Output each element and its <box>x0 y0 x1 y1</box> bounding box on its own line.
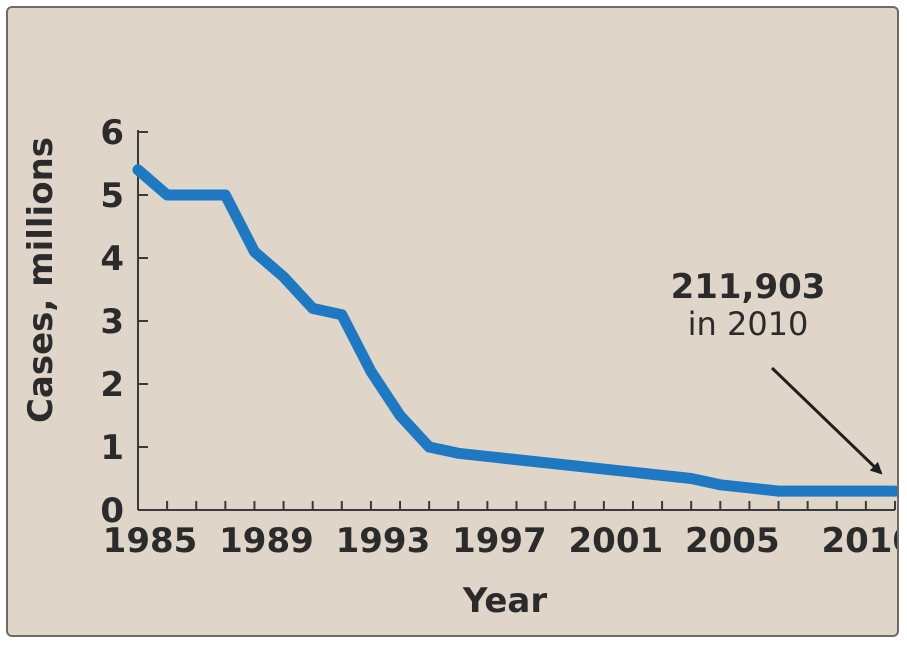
x-axis-title: Year <box>462 581 548 621</box>
y-tick-label: 2 <box>100 365 124 405</box>
series-line <box>132 164 897 497</box>
y-tick-label: 1 <box>100 428 124 468</box>
series-layer <box>132 164 897 497</box>
y-ticks: 0 1 2 3 4 5 6 <box>100 113 148 531</box>
y-tick-label: 3 <box>100 302 124 342</box>
annotation-arrow <box>770 366 883 475</box>
y-tick-label: 5 <box>100 176 124 216</box>
y-tick-label: 0 <box>100 491 124 531</box>
x-tick-label: 1985 <box>103 521 198 561</box>
x-tick-label: 2001 <box>569 521 664 561</box>
y-tick-label: 6 <box>100 113 124 153</box>
x-tick-label: 2010 <box>821 521 899 561</box>
x-minor-ticks <box>137 501 896 510</box>
x-ticks: 1985 1989 1993 1997 2001 2005 2010 <box>103 521 899 561</box>
x-tick-label: 1993 <box>336 521 431 561</box>
annotation-subtext: in 2010 <box>688 305 809 343</box>
y-axis-title: Cases, millions <box>21 137 61 423</box>
x-tick-label: 2005 <box>685 521 780 561</box>
chart-frame: 0 1 2 3 4 5 6 1985 1989 1993 1997 2001 2005 2010 Yea… <box>6 6 899 637</box>
x-tick-label: 1989 <box>219 521 314 561</box>
y-tick-label: 4 <box>100 239 124 279</box>
line-chart: 0 1 2 3 4 5 6 1985 1989 1993 1997 2001 2005 2010 Yea… <box>21 113 899 621</box>
x-tick-label: 1997 <box>452 521 547 561</box>
annotation-value: 211,903 <box>671 267 826 307</box>
